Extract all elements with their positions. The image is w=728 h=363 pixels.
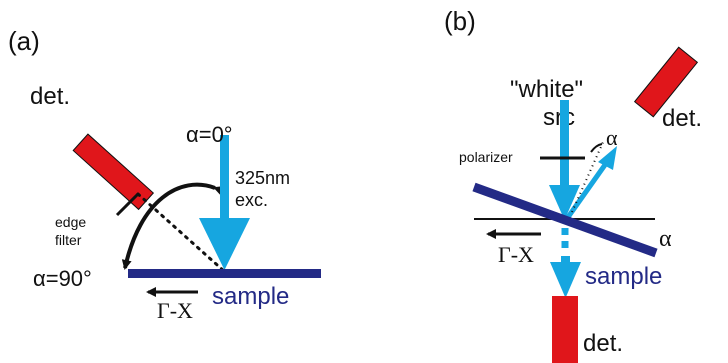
detector-top-label: det. (662, 105, 702, 132)
sample-label-b: sample (585, 263, 662, 290)
tilted-sample (472, 182, 658, 258)
reflected-beam (563, 146, 617, 222)
sample-label: sample (212, 283, 289, 310)
angle-arc (590, 143, 603, 153)
panel-b-bottom-detector: det. (552, 296, 623, 363)
incident-arrowhead (549, 185, 580, 220)
alpha-zero-label: α=0° (186, 122, 233, 147)
gamma-x-label: Γ-X (157, 298, 193, 323)
alpha-ninety-label: α=90° (33, 266, 92, 291)
panel-a-detector: det. (30, 83, 155, 211)
panel-a-label: (a) (8, 26, 40, 56)
reference-line (571, 139, 605, 213)
excitation-label-line1: 325nm (235, 168, 290, 188)
gamma-x-label-b: Γ-X (498, 242, 534, 267)
excitation-arrowhead (199, 218, 250, 270)
sample-bar (128, 269, 321, 278)
alpha-angle-label: α (606, 125, 618, 150)
detector-top-block (633, 46, 699, 118)
panel-a: (a) det. edge filter α=0° 325nm exc. α=9… (8, 26, 321, 323)
excitation-label-line2: exc. (235, 190, 268, 210)
panel-b-top-detector: det. (633, 46, 702, 132)
detector-bottom-block (552, 296, 578, 363)
incident-shaft (560, 100, 569, 195)
edge-filter-label-line2: filter (55, 232, 82, 248)
transmitted-shaft (561, 256, 570, 266)
rotation-arrow (121, 182, 225, 270)
detector-block (72, 133, 155, 211)
panel-b: (b) "white" src polarizer α α Γ-X (444, 6, 702, 363)
source-label-line2: src (543, 104, 575, 131)
tilt-alpha-label: α (659, 226, 672, 252)
detector-label: det. (30, 83, 70, 110)
panel-b-label: (b) (444, 6, 476, 36)
transmitted-arrowhead (550, 262, 581, 298)
reflected-arrowhead (598, 146, 617, 170)
transmitted-beam (550, 228, 581, 298)
detector-bottom-label: det. (583, 330, 623, 357)
excitation-beam (199, 135, 250, 270)
excitation-shaft (220, 135, 229, 220)
source-label-line1: "white" (510, 76, 583, 103)
reflected-shaft (563, 160, 610, 222)
edge-filter-label-line1: edge (55, 214, 86, 230)
incident-beam (549, 100, 580, 220)
polarizer-label: polarizer (459, 149, 513, 165)
